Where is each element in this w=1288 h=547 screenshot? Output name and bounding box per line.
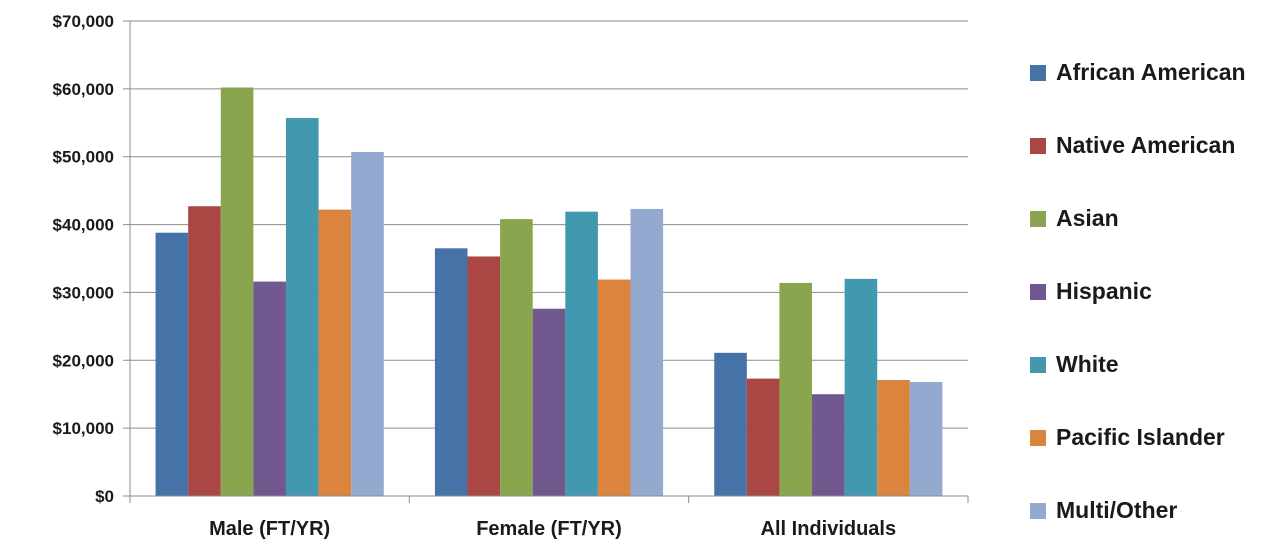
legend-item-native-american: Native American (1030, 109, 1246, 182)
x-category-labels: Male (FT/YR) Female (FT/YR) All Individual… (209, 518, 896, 540)
bar-multi-other (351, 151, 384, 496)
legend-label: Native American (1056, 132, 1236, 158)
y-tick-label: $50,000 (53, 148, 114, 167)
y-tick-label: $10,000 (53, 419, 114, 438)
legend-label: Hispanic (1056, 278, 1152, 304)
y-tick-label: $40,000 (53, 216, 114, 235)
legend-swatch (1030, 429, 1046, 446)
bar-white (285, 118, 319, 497)
legend-swatch (1030, 283, 1046, 300)
bar-white (844, 278, 878, 496)
legend-item-african-american: African American (1030, 36, 1246, 109)
legend-item-white: White (1030, 328, 1246, 401)
bar-native-american (746, 378, 780, 496)
y-tick-label: $60,000 (53, 80, 114, 99)
legend-swatch (1030, 356, 1046, 373)
bar-pacific-islander (318, 209, 352, 496)
legend: African American Native American Asian H… (1030, 36, 1246, 547)
y-tick-label: $0 (95, 487, 114, 506)
x-category-label: All Individuals (761, 518, 897, 540)
bar-hispanic (532, 308, 566, 496)
legend-item-asian: Asian (1030, 182, 1246, 255)
x-category-label: Female (FT/YR) (476, 518, 622, 540)
y-tick-label: $20,000 (53, 351, 114, 370)
bar-hispanic (253, 281, 286, 496)
bar-hispanic (812, 394, 845, 496)
legend-label: African American (1056, 59, 1246, 85)
axes (129, 21, 969, 503)
bar-pacific-islander (597, 279, 631, 496)
legend-label: Pacific Islander (1056, 424, 1225, 450)
bar-pacific-islander (877, 379, 910, 496)
legend-item-pacific-islander: Pacific Islander (1030, 401, 1246, 474)
legend-item-multi-other: Multi/Other (1030, 474, 1246, 547)
legend-swatch (1030, 210, 1046, 227)
legend-label: Asian (1056, 205, 1119, 231)
bar-african-american (155, 232, 189, 496)
bar-chart: $0 $10,000 $20,000 $30,000 $40,000 $50,000 $60… (53, 12, 969, 540)
x-category-label: Male (FT/YR) (209, 518, 330, 540)
bar-native-american (188, 206, 221, 496)
y-tick-label: $70,000 (53, 12, 114, 31)
bar-asian (500, 219, 533, 496)
legend-label: White (1056, 351, 1119, 377)
legend-swatch (1030, 502, 1046, 519)
legend-item-hispanic: Hispanic (1030, 255, 1246, 328)
legend-label: Multi/Other (1056, 497, 1178, 523)
bar-native-american (467, 256, 501, 496)
bar-white (565, 211, 598, 496)
y-tick-label: $30,000 (53, 283, 114, 302)
legend-swatch (1030, 64, 1046, 81)
bar-asian (220, 87, 254, 496)
bar-african-american (434, 248, 468, 496)
bar-multi-other (909, 382, 943, 496)
bars (155, 87, 943, 497)
bar-multi-other (630, 208, 664, 496)
bar-asian (779, 282, 813, 496)
y-tick-labels: $0 $10,000 $20,000 $30,000 $40,000 $50,000 $60… (53, 12, 114, 506)
bar-african-american (714, 352, 747, 496)
legend-swatch (1030, 137, 1046, 154)
